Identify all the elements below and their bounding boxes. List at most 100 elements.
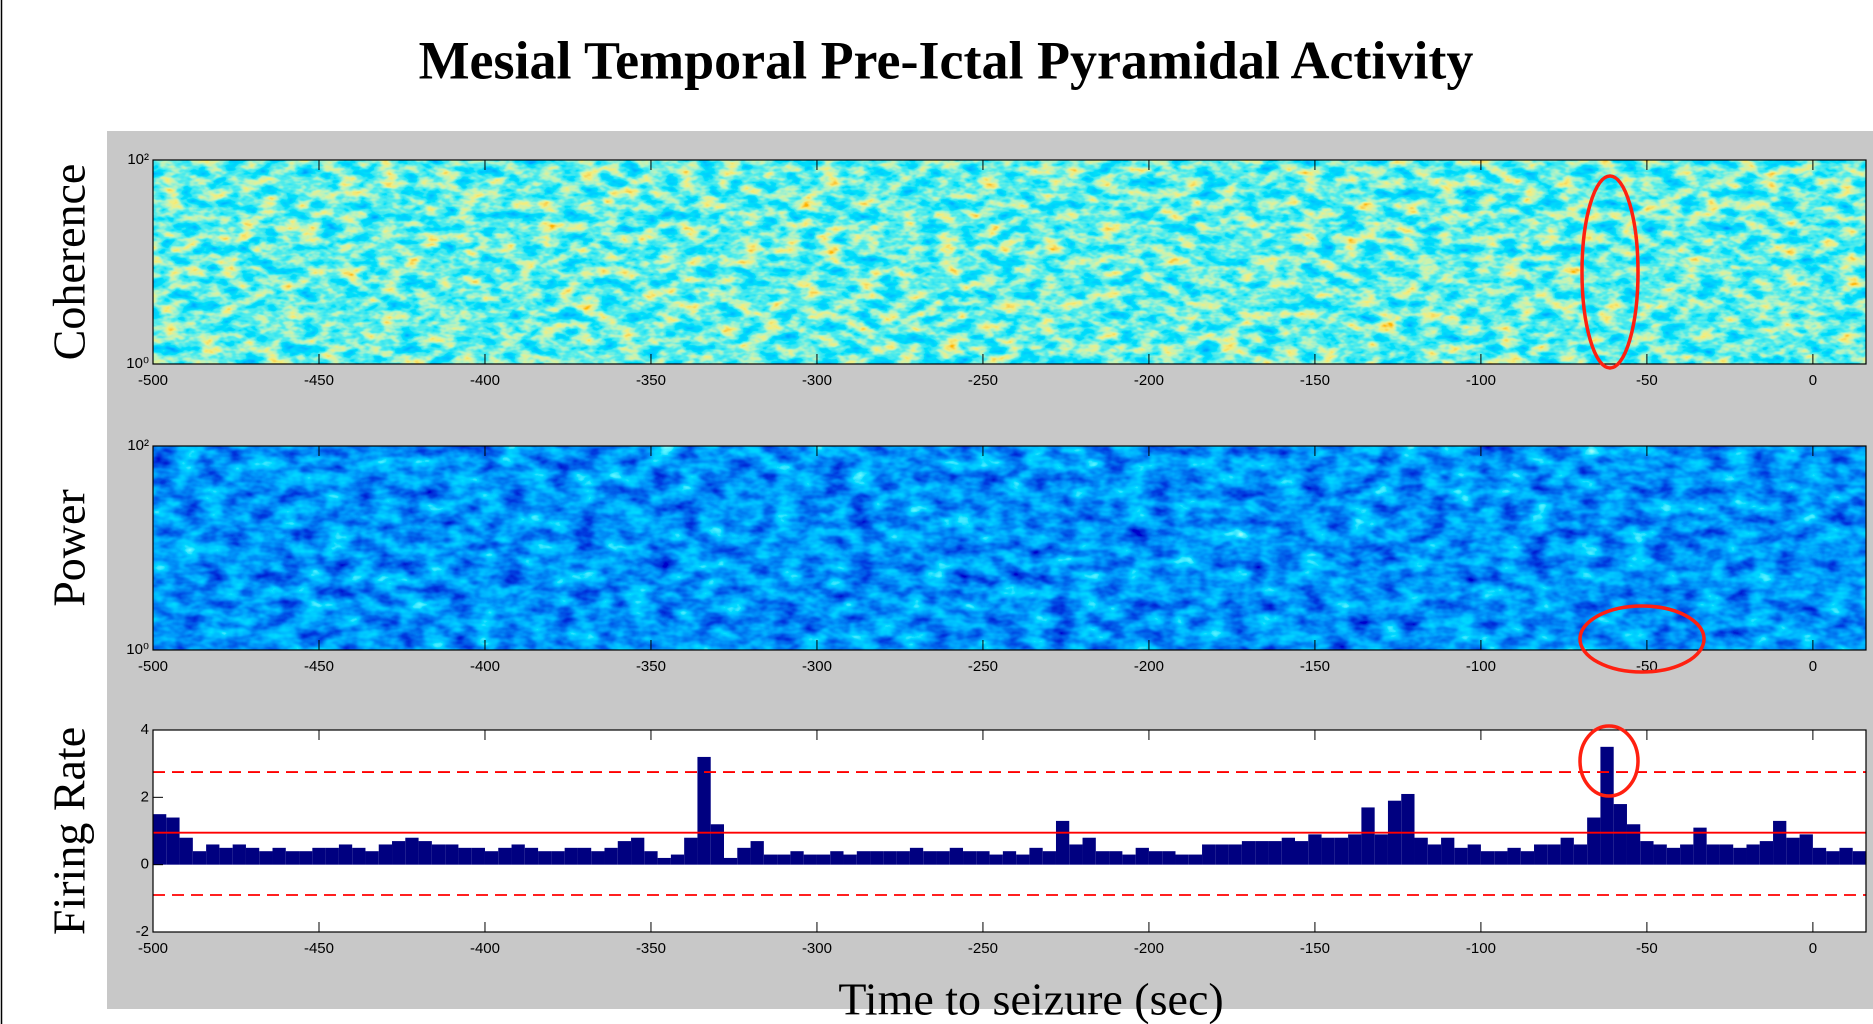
bar <box>803 854 817 865</box>
bar <box>644 851 658 865</box>
bar <box>830 851 844 865</box>
bar <box>1162 851 1176 865</box>
bar <box>1348 834 1362 865</box>
y-tick-label: 10² <box>127 151 149 168</box>
bar <box>1719 844 1734 865</box>
bar <box>1494 851 1508 865</box>
bar <box>923 851 937 865</box>
bar <box>378 844 393 865</box>
bar <box>1228 844 1242 865</box>
bar <box>1467 844 1481 865</box>
bar <box>1321 837 1335 865</box>
bar <box>896 851 910 865</box>
bar <box>1414 837 1428 865</box>
bar <box>1839 847 1853 865</box>
plot-frame <box>152 445 1867 651</box>
y-tick-label: 4 <box>141 721 149 738</box>
bar <box>670 854 685 865</box>
bar <box>577 847 592 865</box>
highlight-ellipse <box>1580 174 1640 370</box>
bar <box>1069 844 1083 865</box>
x-tick-label: -50 <box>1636 372 1658 389</box>
bar <box>285 851 300 865</box>
bar <box>1109 851 1123 865</box>
bar <box>1016 854 1030 865</box>
bar <box>1799 834 1813 865</box>
bar <box>312 847 326 865</box>
bar <box>1361 807 1375 865</box>
bar <box>949 847 964 865</box>
bar <box>538 851 552 865</box>
y-tick-label: 2 <box>141 788 149 805</box>
bar <box>1241 841 1256 865</box>
x-tick-label: 0 <box>1809 372 1817 389</box>
bar <box>1334 837 1349 865</box>
bar <box>697 756 711 865</box>
y-tick-label: -2 <box>136 923 149 940</box>
panels: -500 -450 -400 -350 -300 -250 -200 -150 -100 -50 0… <box>44 151 1867 1024</box>
bar <box>1029 847 1043 865</box>
bar <box>737 847 751 865</box>
x-tick-label: -100 <box>1466 372 1496 389</box>
bar <box>219 847 233 865</box>
bar <box>1255 841 1269 865</box>
x-tick-label: -100 <box>1466 940 1496 957</box>
bar <box>551 851 565 865</box>
bar <box>763 854 778 865</box>
bar <box>870 851 884 865</box>
chart-title: Mesial Temporal Pre-Ictal Pyramidal Acti… <box>419 30 1474 90</box>
bar <box>1427 844 1442 865</box>
x-tick-label: -400 <box>470 940 500 957</box>
x-axis-label: Time to seizure (sec) <box>838 974 1223 1024</box>
bar <box>1520 851 1535 865</box>
y-axis-label: Firing Rate <box>44 727 95 935</box>
bar <box>1441 837 1455 865</box>
bar <box>1587 817 1601 865</box>
bar <box>883 851 897 865</box>
bar <box>458 847 472 865</box>
x-tick-label: -200 <box>1134 940 1164 957</box>
bar <box>511 844 525 865</box>
x-tick-label: -50 <box>1636 940 1658 957</box>
bar <box>684 837 698 865</box>
bar <box>325 847 339 865</box>
bar <box>1374 834 1388 865</box>
bar <box>1188 854 1203 865</box>
bar <box>259 851 273 865</box>
bar <box>1573 844 1588 865</box>
bar <box>617 841 632 865</box>
x-tick-label: -350 <box>636 658 666 675</box>
bar <box>431 844 446 865</box>
bar <box>1826 851 1840 865</box>
bar <box>1175 854 1189 865</box>
bar <box>418 841 432 865</box>
bar <box>1693 827 1707 865</box>
bar <box>1308 834 1322 865</box>
bar <box>498 847 512 865</box>
bar <box>299 851 313 865</box>
bar <box>989 854 1003 865</box>
bar <box>1082 837 1096 865</box>
x-tick-label: -150 <box>1300 940 1330 957</box>
bar <box>1852 851 1866 865</box>
bar <box>631 837 645 865</box>
bar <box>1547 844 1561 865</box>
bar <box>936 851 950 865</box>
bar <box>484 851 499 865</box>
highlight-ellipse <box>1578 604 1706 674</box>
bar <box>1759 841 1774 865</box>
plot-frame <box>152 729 1867 933</box>
bar <box>1560 837 1574 865</box>
bar <box>1600 746 1614 865</box>
bar <box>1640 841 1654 865</box>
x-tick-label: -400 <box>470 372 500 389</box>
bar <box>976 851 990 865</box>
bar <box>1281 837 1295 865</box>
bar <box>1666 847 1681 865</box>
x-tick-label: -150 <box>1300 372 1330 389</box>
bar <box>232 844 246 865</box>
bar <box>179 837 193 865</box>
y-axis-label: Coherence <box>44 164 95 361</box>
bar <box>166 817 180 865</box>
